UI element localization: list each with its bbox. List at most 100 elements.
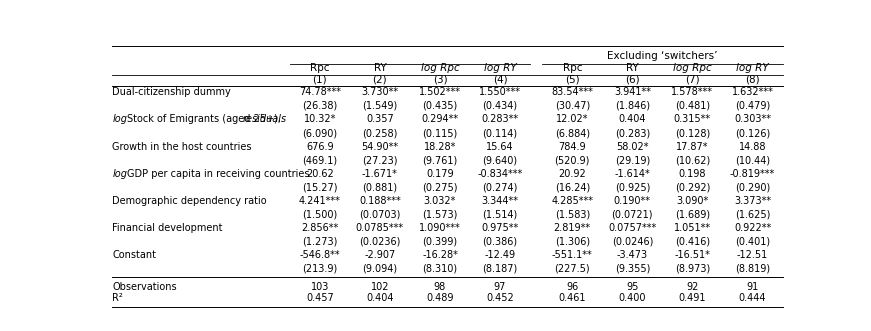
Text: (0.435): (0.435) (422, 101, 457, 111)
Text: 0.303**: 0.303** (734, 115, 771, 124)
Text: (0.0703): (0.0703) (359, 209, 401, 219)
Text: log: log (112, 168, 127, 178)
Text: 54.90**: 54.90** (361, 142, 398, 152)
Text: (5): (5) (565, 74, 579, 84)
Text: 0.975**: 0.975** (482, 222, 518, 233)
Text: (29.19): (29.19) (615, 155, 650, 165)
Text: 0.294**: 0.294** (422, 115, 458, 124)
Text: (0.881): (0.881) (362, 182, 397, 192)
Text: -12.49: -12.49 (484, 250, 516, 260)
Text: (0.292): (0.292) (675, 182, 710, 192)
Text: GDP per capita in receiving countries: GDP per capita in receiving countries (127, 168, 309, 178)
Text: (0.275): (0.275) (422, 182, 458, 192)
Text: log Rpc: log Rpc (421, 63, 459, 73)
Text: (1.625): (1.625) (735, 209, 770, 219)
Text: 0.461: 0.461 (558, 293, 586, 303)
Text: Constant: Constant (112, 250, 156, 260)
Text: (0.434): (0.434) (483, 101, 517, 111)
Text: 74.78***: 74.78*** (299, 87, 341, 97)
Text: 12.02*: 12.02* (556, 115, 589, 124)
Text: (0.258): (0.258) (362, 128, 397, 138)
Text: (1.583): (1.583) (555, 209, 590, 219)
Text: (8.973): (8.973) (675, 263, 710, 273)
Text: 3.032*: 3.032* (424, 196, 456, 206)
Text: 676.9: 676.9 (306, 142, 334, 152)
Text: 96: 96 (566, 282, 578, 292)
Text: -1.614*: -1.614* (614, 168, 651, 178)
Text: 3.090*: 3.090* (676, 196, 709, 206)
Text: (1.846): (1.846) (615, 101, 650, 111)
Text: (9.094): (9.094) (362, 263, 397, 273)
Text: Excluding ‘switchers’: Excluding ‘switchers’ (607, 51, 718, 61)
Text: (1.273): (1.273) (302, 236, 337, 246)
Text: 10.32*: 10.32* (304, 115, 336, 124)
Text: 0.188***: 0.188*** (359, 196, 401, 206)
Text: RY: RY (626, 63, 638, 73)
Text: (0.115): (0.115) (422, 128, 457, 138)
Text: (15.27): (15.27) (302, 182, 338, 192)
Text: (520.9): (520.9) (555, 155, 590, 165)
Text: (469.1): (469.1) (302, 155, 337, 165)
Text: (0.481): (0.481) (675, 101, 710, 111)
Text: 2.856**: 2.856** (301, 222, 339, 233)
Text: -12.51: -12.51 (737, 250, 768, 260)
Text: 1.051**: 1.051** (674, 222, 711, 233)
Text: 15.64: 15.64 (486, 142, 514, 152)
Text: 97: 97 (494, 282, 506, 292)
Text: 92: 92 (686, 282, 699, 292)
Text: (0.479): (0.479) (735, 101, 770, 111)
Text: (227.5): (227.5) (555, 263, 590, 273)
Text: 0.444: 0.444 (739, 293, 766, 303)
Text: RY: RY (374, 63, 386, 73)
Text: R²: R² (112, 293, 123, 303)
Text: 3.941**: 3.941** (614, 87, 651, 97)
Text: 1.550***: 1.550*** (479, 87, 521, 97)
Text: 1.578***: 1.578*** (672, 87, 713, 97)
Text: 103: 103 (311, 282, 329, 292)
Text: 58.02*: 58.02* (616, 142, 649, 152)
Text: (10.44): (10.44) (735, 155, 770, 165)
Text: 0.357: 0.357 (366, 115, 394, 124)
Text: 18.28*: 18.28* (424, 142, 456, 152)
Text: 20.62: 20.62 (306, 168, 334, 178)
Text: 98: 98 (434, 282, 446, 292)
Text: Dual-citizenship dummy: Dual-citizenship dummy (112, 87, 231, 97)
Text: 4.241***: 4.241*** (299, 196, 341, 206)
Text: (1.514): (1.514) (483, 209, 517, 219)
Text: 0.491: 0.491 (679, 293, 706, 303)
Text: (0.0246): (0.0246) (611, 236, 653, 246)
Text: 0.0757***: 0.0757*** (608, 222, 657, 233)
Text: 0.0785***: 0.0785*** (356, 222, 404, 233)
Text: 4.285***: 4.285*** (551, 196, 593, 206)
Text: (2): (2) (373, 74, 388, 84)
Text: 1.632***: 1.632*** (732, 87, 773, 97)
Text: Rpc: Rpc (563, 63, 582, 73)
Text: (30.47): (30.47) (555, 101, 590, 111)
Text: (8): (8) (746, 74, 760, 84)
Text: 95: 95 (626, 282, 638, 292)
Text: -0.819***: -0.819*** (730, 168, 775, 178)
Text: (9.640): (9.640) (483, 155, 517, 165)
Text: 0.457: 0.457 (306, 293, 334, 303)
Text: (9.355): (9.355) (615, 263, 650, 273)
Text: log: log (112, 115, 127, 124)
Text: log Rpc: log Rpc (673, 63, 712, 73)
Text: log RY: log RY (736, 63, 769, 73)
Text: 1.090***: 1.090*** (419, 222, 461, 233)
Text: (9.761): (9.761) (422, 155, 457, 165)
Text: (0.0236): (0.0236) (359, 236, 401, 246)
Text: (1.500): (1.500) (302, 209, 337, 219)
Text: -546.8**: -546.8** (300, 250, 341, 260)
Text: (6): (6) (625, 74, 639, 84)
Text: Rpc: Rpc (310, 63, 329, 73)
Text: (0.283): (0.283) (615, 128, 650, 138)
Text: residuals: residuals (242, 115, 287, 124)
Text: Financial development: Financial development (112, 222, 223, 233)
Text: 102: 102 (371, 282, 389, 292)
Text: (7): (7) (685, 74, 699, 84)
Text: -1.671*: -1.671* (362, 168, 398, 178)
Text: -551.1**: -551.1** (552, 250, 592, 260)
Text: (1.573): (1.573) (422, 209, 457, 219)
Text: -3.473: -3.473 (617, 250, 648, 260)
Text: -2.907: -2.907 (364, 250, 395, 260)
